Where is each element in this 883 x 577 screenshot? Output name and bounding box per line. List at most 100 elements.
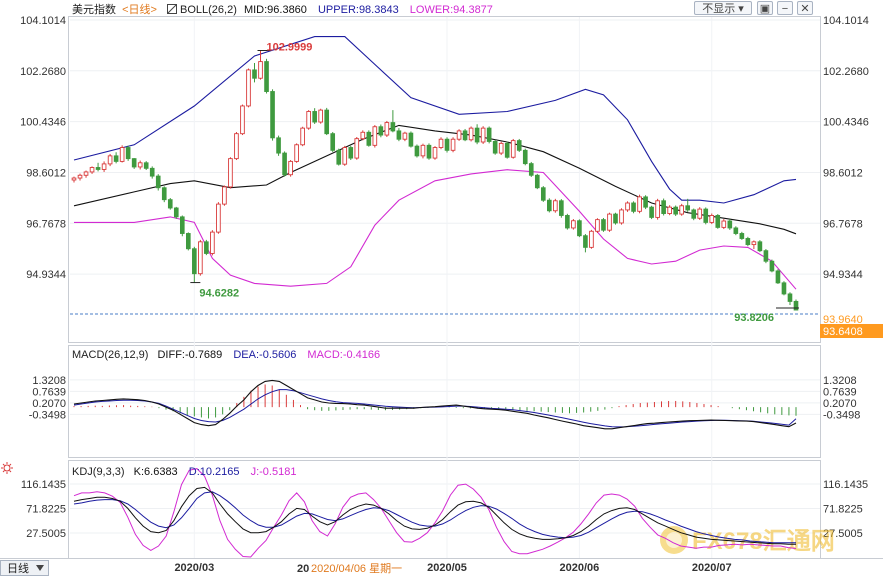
candle-up <box>83 171 89 176</box>
candle-up <box>721 220 727 228</box>
kdj-d: D:10.2165 <box>189 466 240 478</box>
candle-down <box>474 127 480 143</box>
candle-down <box>113 155 119 162</box>
candle-down <box>186 233 191 250</box>
candle-up <box>306 111 311 129</box>
macd-ytick-right: 0.7639 <box>823 386 857 398</box>
candle-down <box>408 132 414 147</box>
candle-down <box>522 149 528 165</box>
price-ytick-left: 96.7678 <box>26 218 66 230</box>
kdj-ytick-left: 116.1435 <box>21 479 66 491</box>
candle-down <box>565 215 570 229</box>
candle-down <box>252 69 257 79</box>
minus-icon: − <box>781 3 789 15</box>
display-select-label: 不显示 <box>702 3 736 15</box>
macd-ytick-left: 0.7639 <box>32 386 66 398</box>
candle-up <box>222 186 227 205</box>
current-price-tag <box>820 323 883 338</box>
candle-up <box>679 205 684 215</box>
candle-down <box>167 199 173 209</box>
candle-up <box>119 147 125 162</box>
candle-down <box>769 260 775 272</box>
candle-down <box>673 206 678 215</box>
candle-down <box>601 219 606 231</box>
instrument-name: 美元指数 <box>72 2 116 16</box>
macd-ytick-right: -0.3498 <box>823 409 860 421</box>
candle-up <box>619 209 624 224</box>
kdj-k: K:6.6383 <box>134 466 178 478</box>
low-label: 94.6282 <box>199 288 239 300</box>
candle-up <box>342 147 348 165</box>
price-header: 美元指数 <日线> <box>72 2 157 16</box>
price-ytick-right: 98.6012 <box>823 167 863 179</box>
candle-down <box>192 248 197 275</box>
candle-down <box>577 220 582 237</box>
candle-up <box>77 174 83 179</box>
candle-down <box>264 61 269 92</box>
macd-header: MACD(26,12,9) DIFF:-0.7689 DEA:-0.5606 M… <box>72 349 380 361</box>
macd-label: MACD(26,12,9) <box>72 349 148 361</box>
candle-down <box>781 282 787 295</box>
candle-up <box>288 160 293 176</box>
box-icon: ▣ <box>759 3 771 15</box>
candle-up <box>571 220 576 229</box>
candle-up <box>607 213 612 231</box>
macd-ytick-left: 1.3208 <box>32 375 66 387</box>
candle-down <box>282 152 287 176</box>
candle-up <box>300 127 305 146</box>
macd-ytick-left: -0.3498 <box>29 409 66 421</box>
candle-up <box>709 215 715 223</box>
candle-down <box>324 109 330 135</box>
candle-down <box>390 122 396 132</box>
candle-up <box>480 127 486 143</box>
boll-indicator-icon-slash <box>167 4 177 14</box>
period-button[interactable] <box>0 560 49 576</box>
candle-down <box>143 162 149 169</box>
candle-down <box>504 142 510 158</box>
period-dropdown-icon[interactable] <box>36 565 44 571</box>
candle-down <box>312 111 317 123</box>
candle-down <box>727 220 733 229</box>
kdj-label: KDJ(9,3,3) <box>72 466 125 478</box>
candle-down <box>715 215 721 228</box>
candle-down <box>125 147 131 160</box>
grid-lines <box>70 17 820 558</box>
candle-down <box>366 131 372 146</box>
close-button[interactable]: ✕ <box>797 1 813 15</box>
macd-series <box>73 379 797 430</box>
candle-up <box>354 138 360 159</box>
candle-up <box>589 230 594 248</box>
candle-down <box>649 206 654 218</box>
minus-button[interactable]: − <box>777 1 793 15</box>
candle-down <box>462 130 468 141</box>
close-icon: ✕ <box>800 3 810 15</box>
price-ytick-left: 100.4346 <box>20 117 66 129</box>
display-select[interactable]: 不显示 ▾ <box>694 1 752 15</box>
period-button-label: 日线 <box>7 561 29 575</box>
macd-dea: DEA:-0.5606 <box>233 349 296 361</box>
macd-panel-frame <box>68 345 821 458</box>
candle-up <box>384 122 390 136</box>
chevron-down-icon: ▾ <box>738 3 744 15</box>
candle-up <box>667 206 672 214</box>
sun-icon[interactable] <box>1 462 13 474</box>
period-tag[interactable]: <日线> <box>122 2 157 16</box>
candle-down <box>414 145 420 157</box>
candle-down <box>161 187 167 201</box>
price-ytick-right: 94.9344 <box>823 269 863 281</box>
kdj-ytick-left: 71.8225 <box>26 503 66 515</box>
boll-indicator-icon[interactable] <box>167 4 177 14</box>
candle-up <box>498 142 504 154</box>
candle-down <box>179 216 185 234</box>
box-button[interactable]: ▣ <box>757 1 773 15</box>
candle-up <box>751 241 757 246</box>
kdj-header: KDJ(9,3,3) K:6.6383 D:10.2165 J:-0.5181 <box>72 466 296 478</box>
x-tick-label: 2020/03 <box>174 562 214 574</box>
candle-up <box>294 144 299 162</box>
candle-down <box>492 140 498 154</box>
candle-down <box>348 147 354 159</box>
price-ytick-right: 104.1014 <box>823 15 869 27</box>
candle-up <box>360 131 366 140</box>
last-low-label: 93.8206 <box>734 312 774 324</box>
